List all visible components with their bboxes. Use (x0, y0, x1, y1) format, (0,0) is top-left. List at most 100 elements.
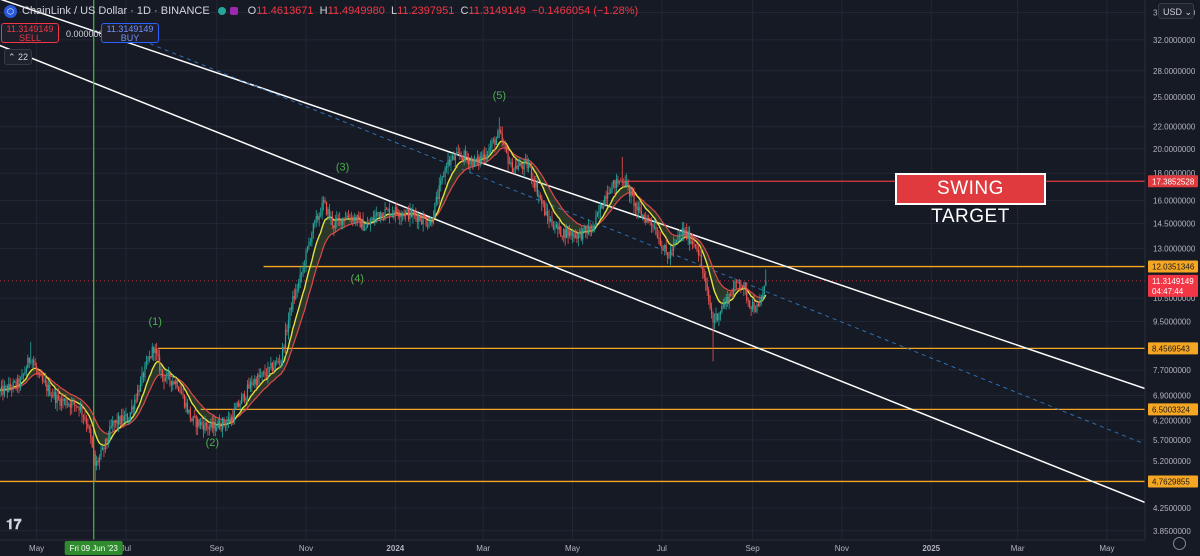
candle-body (242, 393, 244, 397)
candle (59, 396, 61, 410)
candle-body (387, 208, 389, 210)
candle-body (151, 346, 153, 358)
candle-body (197, 419, 199, 428)
candle-body (361, 219, 363, 228)
candle (172, 374, 174, 391)
currency-select[interactable]: USD ⌄ (1158, 3, 1194, 19)
candle-body (573, 232, 575, 238)
data-flag-icon[interactable] (229, 7, 238, 15)
candle (670, 244, 672, 266)
candle (637, 201, 639, 219)
candle-body (15, 381, 17, 387)
candle-body (320, 214, 322, 216)
candle-body (419, 216, 421, 221)
candle-body (265, 375, 268, 377)
tradingview-logo-icon[interactable]: 𝟏𝟕 (6, 516, 22, 532)
candle (14, 380, 16, 383)
candle (450, 154, 452, 172)
candle (522, 163, 524, 175)
candle (34, 358, 36, 367)
candle (236, 401, 238, 408)
candle (593, 224, 596, 233)
candle (192, 415, 194, 426)
candle-body (737, 281, 739, 283)
candle-body (71, 401, 73, 408)
candle (153, 346, 155, 362)
price-tick-label: 5.2000000 (1153, 457, 1191, 466)
candle (44, 372, 46, 387)
candle-body (523, 160, 525, 170)
candle (81, 402, 83, 423)
settings-icon[interactable] (1173, 537, 1186, 550)
candle (384, 202, 386, 221)
candle-body (700, 255, 702, 266)
candle-body (476, 156, 478, 162)
candle (765, 269, 767, 287)
candle (197, 416, 199, 436)
candle (36, 362, 38, 375)
candle-body (330, 216, 332, 218)
candle (558, 220, 560, 234)
sell-button[interactable]: 11.3149149 SELL (1, 23, 59, 43)
candle-body (226, 421, 228, 426)
candle-body (410, 209, 413, 217)
candle-body (36, 366, 38, 371)
candle (403, 209, 405, 220)
candle (582, 228, 584, 245)
candle-body (156, 348, 158, 354)
indicators-collapse-button[interactable]: ⌃ 22 (4, 49, 32, 65)
candle-body (88, 426, 90, 429)
candle (694, 243, 697, 250)
candle (536, 179, 538, 198)
candle (302, 261, 304, 277)
candle (457, 144, 459, 154)
buy-button[interactable]: 11.3149149 BUY (101, 23, 159, 43)
time-axis[interactable]: May Jul Sep Nov 2024 Mar May Jul Sep Nov 2025 Mar Ma… (0, 539, 1145, 556)
candle (113, 420, 115, 431)
swing-target-annotation[interactable]: SWING TARGET (895, 173, 1046, 227)
candle-body (327, 209, 329, 215)
candle (577, 232, 579, 247)
candle-body (257, 374, 259, 386)
candle (178, 385, 180, 392)
candle-body (426, 225, 429, 227)
candle (340, 218, 342, 229)
candle-body (602, 206, 604, 209)
market-status-icon[interactable] (217, 7, 226, 15)
candle (327, 206, 329, 221)
candle (52, 388, 54, 399)
candle-body (642, 215, 644, 217)
candle (478, 154, 480, 171)
price-axis[interactable]: 36.000000032.000000028.000000025.0000000… (1144, 0, 1200, 556)
symbol-title[interactable]: ChainLink / US Dollar · 1D · BINANCE (22, 5, 210, 17)
candle (194, 409, 196, 419)
candle-body (217, 421, 219, 429)
candle (693, 237, 695, 249)
candle (72, 397, 74, 406)
candle (705, 270, 707, 292)
candle-body (131, 406, 133, 413)
candle (554, 221, 556, 234)
candle (22, 372, 25, 381)
candle-body (548, 216, 550, 222)
candle-body (325, 202, 328, 215)
candle-body (555, 224, 557, 229)
candle (305, 248, 307, 272)
price-tick-label: 6.9000000 (1153, 392, 1191, 401)
candle-body (662, 248, 664, 250)
candle-body (43, 380, 45, 382)
candle (555, 221, 557, 229)
candle (79, 400, 82, 414)
candle-body (412, 211, 414, 217)
candle (138, 384, 140, 397)
candle-body (491, 141, 493, 147)
candle-body (549, 218, 552, 222)
candle (566, 224, 568, 239)
candle (749, 299, 751, 309)
price-tick-label: 9.5000000 (1153, 317, 1191, 326)
candle (372, 210, 374, 222)
candle (466, 151, 468, 164)
sell-label: SELL (18, 33, 42, 43)
candle-body (432, 217, 435, 223)
